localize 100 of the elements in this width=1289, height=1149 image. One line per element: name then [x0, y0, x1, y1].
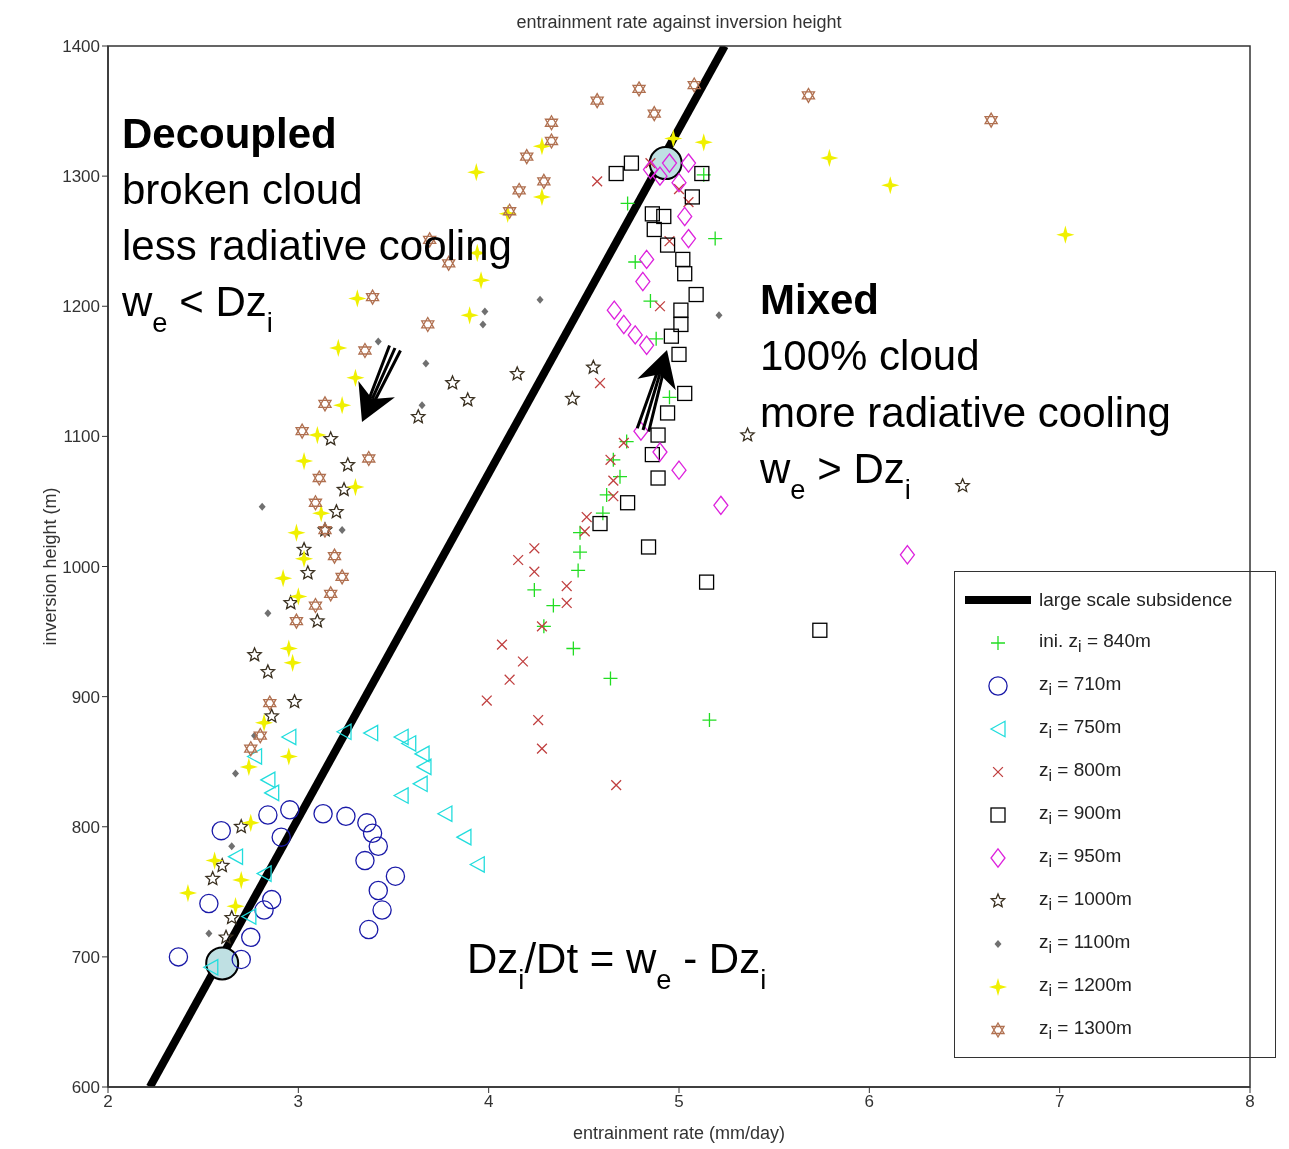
x-tick-label: 4	[483, 1092, 494, 1112]
point	[241, 908, 257, 925]
point	[532, 714, 544, 726]
legend-label: z$_{i}$ = 1200m	[1039, 973, 1132, 1000]
point	[536, 295, 544, 304]
point	[594, 377, 606, 389]
point	[608, 165, 624, 182]
point	[650, 427, 666, 443]
point	[254, 713, 274, 732]
point	[532, 137, 552, 156]
point	[677, 385, 693, 402]
point	[544, 133, 559, 149]
point	[254, 900, 274, 920]
point	[256, 865, 272, 882]
point	[233, 819, 249, 834]
point	[677, 206, 693, 227]
point	[659, 405, 676, 421]
point	[684, 189, 700, 205]
point	[633, 421, 649, 441]
point	[211, 820, 231, 841]
point	[168, 947, 189, 967]
point	[565, 390, 580, 405]
point	[635, 271, 651, 292]
point	[227, 848, 244, 866]
point	[652, 442, 668, 462]
point	[310, 613, 325, 628]
point	[323, 586, 338, 602]
point	[178, 884, 198, 903]
point	[363, 724, 379, 742]
point	[881, 176, 900, 195]
point	[682, 196, 695, 208]
point	[437, 805, 453, 823]
point	[327, 548, 342, 564]
point	[260, 771, 276, 789]
point	[646, 221, 662, 238]
point	[308, 495, 323, 511]
point	[329, 338, 348, 357]
annotation: w$_{e}$ < Dz$_{i}$	[121, 278, 273, 338]
point	[294, 452, 314, 471]
point	[481, 307, 489, 316]
annotation: broken cloud	[122, 166, 363, 213]
annotation: 100% cloud	[760, 332, 980, 379]
point	[333, 396, 352, 415]
x-tick-label: 2	[103, 1092, 113, 1112]
point	[312, 504, 331, 523]
point	[512, 182, 526, 199]
point	[261, 889, 282, 910]
point	[537, 173, 551, 189]
point	[659, 237, 676, 253]
point	[520, 148, 534, 165]
point	[644, 206, 660, 222]
point	[532, 187, 552, 207]
point	[592, 515, 608, 532]
point	[289, 587, 308, 606]
point	[664, 129, 683, 148]
point	[619, 495, 636, 511]
legend-label: z$_{i}$ = 950m	[1039, 844, 1122, 871]
annotation: w$_{e}$ > Dz$_{i}$	[759, 445, 911, 505]
x-tick-label: 7	[1054, 1092, 1065, 1112]
point	[701, 712, 718, 728]
point	[287, 523, 306, 542]
annotation: Decoupled	[122, 110, 337, 157]
legend-label: large scale subsidence	[1039, 588, 1233, 611]
point	[279, 639, 298, 658]
point	[479, 320, 487, 329]
point	[418, 401, 426, 410]
point	[355, 850, 375, 871]
x-tick-label: 8	[1245, 1092, 1255, 1112]
point	[481, 694, 493, 707]
annotation: more radiative cooling	[760, 389, 1171, 436]
point	[308, 425, 327, 445]
point	[627, 325, 643, 345]
point	[504, 674, 516, 686]
point	[264, 784, 280, 802]
point	[368, 880, 389, 901]
point	[572, 544, 588, 560]
point	[241, 813, 260, 832]
point	[410, 409, 426, 424]
point	[231, 949, 251, 970]
point	[205, 871, 220, 886]
point	[214, 858, 230, 873]
point	[365, 289, 380, 305]
point	[239, 757, 258, 776]
point	[673, 316, 689, 333]
point	[663, 235, 676, 247]
point	[640, 539, 657, 555]
point	[340, 457, 356, 472]
point	[460, 306, 479, 325]
point	[385, 866, 406, 886]
point	[812, 622, 828, 638]
point	[586, 359, 601, 374]
point	[602, 670, 619, 687]
point	[253, 728, 267, 744]
point	[652, 166, 668, 186]
point	[232, 871, 251, 890]
y-tick-label: 1300	[62, 167, 100, 187]
point	[224, 910, 240, 925]
point	[296, 541, 312, 556]
point	[348, 289, 367, 308]
point	[955, 478, 970, 493]
